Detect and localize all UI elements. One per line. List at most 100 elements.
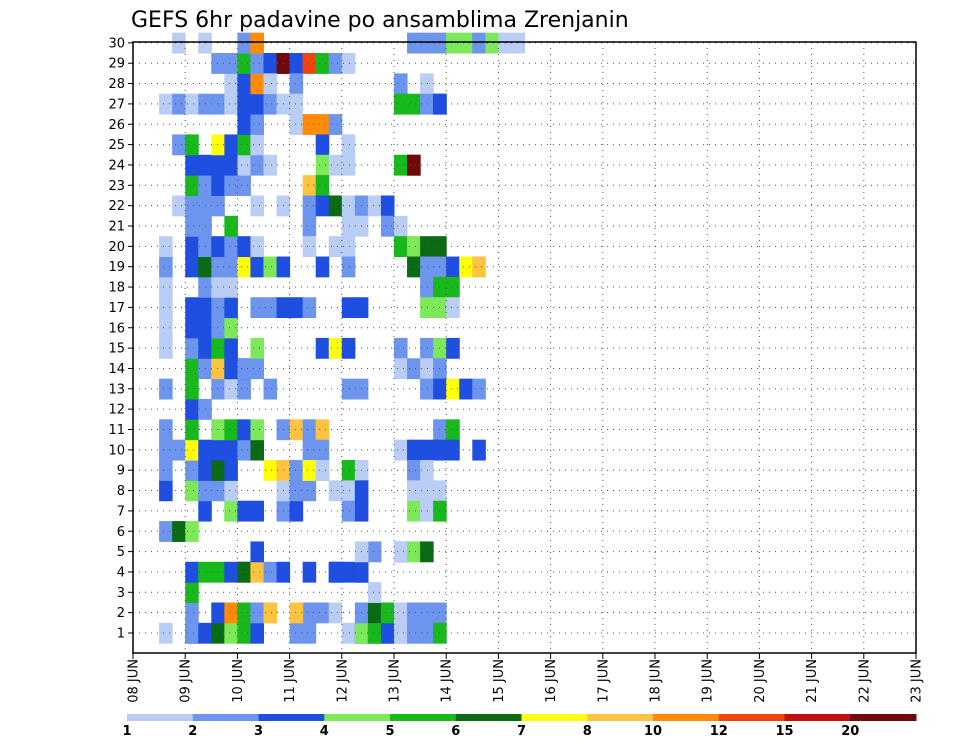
y-tick-label: 6 [117, 525, 125, 540]
heatmap-cell [211, 297, 225, 319]
heatmap-cell [420, 337, 434, 359]
heatmap-cell [211, 93, 225, 115]
heatmap-cell [224, 317, 238, 339]
heatmap-cell [394, 541, 408, 563]
heatmap-cell [224, 460, 238, 481]
heatmap-cell [185, 93, 199, 115]
heatmap-cell [250, 337, 264, 359]
heatmap-cell [420, 93, 434, 115]
heatmap-cell [289, 602, 304, 624]
heatmap-cell [302, 460, 317, 481]
heatmap-cell [472, 378, 486, 400]
heatmap-cell [211, 439, 225, 461]
heatmap-cell [224, 337, 238, 359]
heatmap-cell [237, 175, 251, 196]
heatmap-cell [302, 236, 317, 258]
heatmap-cell [407, 602, 421, 624]
y-tick-label: 27 [108, 97, 125, 112]
heatmap-cell [211, 175, 225, 196]
heatmap-cell [472, 256, 486, 278]
heatmap-cell [289, 460, 304, 481]
y-tick-label: 28 [108, 77, 125, 92]
heatmap-cell [459, 256, 473, 278]
colorbar-label: 6 [451, 724, 460, 739]
heatmap-cell [341, 256, 356, 278]
heatmap-cell [250, 561, 264, 583]
heatmap-cell [341, 195, 356, 217]
heatmap-cell [185, 398, 199, 420]
y-tick-label: 12 [108, 403, 125, 418]
heatmap-cell [185, 256, 199, 278]
heatmap-cell [185, 419, 199, 441]
y-tick-label: 9 [117, 464, 125, 479]
heatmap-cell [237, 419, 251, 441]
heatmap-cell [263, 378, 278, 400]
heatmap-cell [315, 602, 330, 624]
heatmap-cell [302, 114, 317, 135]
heatmap-cell [263, 73, 278, 95]
heatmap-cell [511, 32, 525, 54]
heatmap-cell [250, 297, 264, 319]
heatmap-cell [407, 541, 421, 563]
heatmap-cell [159, 439, 173, 461]
heatmap-cell [263, 256, 278, 278]
heatmap-cell [185, 154, 199, 176]
y-tick-label: 2 [117, 606, 125, 621]
heatmap-cell [289, 53, 304, 74]
heatmap-cell [211, 480, 225, 502]
x-tick-label: 11 JUN [283, 659, 298, 703]
heatmap-cell [211, 195, 225, 217]
heatmap-cell [263, 93, 278, 115]
heatmap-cell [237, 561, 251, 583]
colorbar-swatch [324, 714, 391, 721]
heatmap-cell [328, 53, 343, 74]
heatmap-cell [341, 337, 356, 359]
heatmap-cell [237, 32, 251, 54]
heatmap-cell [250, 622, 264, 644]
heatmap-cell [459, 32, 473, 54]
heatmap-cell [328, 561, 343, 583]
heatmap-cell [224, 256, 238, 278]
heatmap-cell [211, 378, 225, 400]
heatmap-cell [289, 480, 304, 502]
colorbar-label: 2 [188, 724, 197, 739]
colorbar-swatch [127, 714, 194, 721]
heatmap-cell [224, 276, 238, 298]
heatmap-cell [185, 439, 199, 461]
heatmap-cell [250, 541, 264, 563]
heatmap-cell [394, 439, 408, 461]
heatmap-cell [446, 439, 460, 461]
heatmap-cell [328, 154, 343, 176]
y-tick-label: 5 [117, 545, 125, 560]
heatmap-cell [224, 93, 238, 115]
y-axis: 1234567891011121314151617181920212223242… [108, 36, 133, 642]
heatmap-cell [394, 93, 408, 115]
heatmap-cell [380, 195, 395, 217]
heatmap-cell [224, 53, 238, 74]
colorbar-swatch [455, 714, 522, 721]
heatmap-cell [302, 53, 317, 74]
heatmap-cell [328, 195, 343, 217]
heatmap-cell [315, 114, 330, 135]
heatmap-cell [172, 134, 186, 156]
x-tick-label: 21 JUN [805, 659, 820, 703]
heatmap-cell [250, 500, 264, 522]
heatmap-cell [420, 32, 434, 54]
y-tick-label: 1 [117, 627, 125, 642]
heatmap-cell [237, 73, 251, 95]
x-tick-label: 14 JUN [440, 659, 455, 703]
heatmap-cell [302, 622, 317, 644]
heatmap-cell [250, 134, 264, 156]
heatmap-cell [341, 215, 356, 237]
colorbar-swatch [850, 714, 917, 721]
heatmap-cell [315, 53, 330, 74]
colorbar-swatch [258, 714, 325, 721]
heatmap-cell [224, 73, 238, 95]
heatmap-cell [263, 53, 278, 74]
heatmap-cell [159, 378, 173, 400]
heatmap-cell [185, 337, 199, 359]
heatmap-cell [315, 419, 330, 441]
heatmap-cell [211, 460, 225, 481]
heatmap-cell [172, 93, 186, 115]
heatmap-cell [224, 154, 238, 176]
